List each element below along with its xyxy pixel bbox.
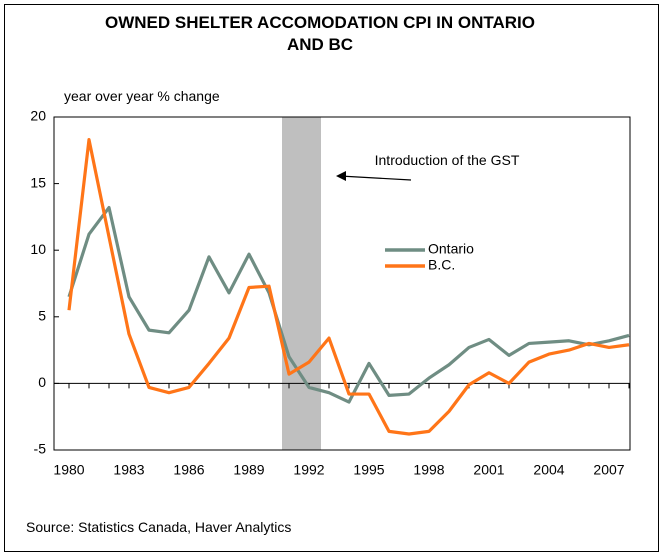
y-tick-label: 20 — [30, 108, 46, 124]
legend-label: Ontario — [428, 241, 474, 257]
source: Source: Statistics Canada, Haver Analyti… — [26, 519, 292, 535]
y-tick-label: -5 — [34, 441, 47, 457]
x-tick-label: 1983 — [113, 462, 144, 478]
x-tick-label: 2001 — [473, 462, 504, 478]
series-line — [67, 205, 630, 404]
x-tick-label: 2007 — [593, 462, 624, 478]
x-tick-label: 1995 — [353, 462, 384, 478]
arrow — [339, 175, 412, 181]
x-tick-label: 1980 — [53, 462, 84, 478]
plot-area — [53, 116, 631, 451]
y-tick-label: 10 — [30, 241, 46, 257]
x-tick-label: 1992 — [293, 462, 324, 478]
series-line — [67, 138, 630, 436]
y-tick-label: 5 — [38, 308, 46, 324]
x-tick-label: 2004 — [533, 462, 564, 478]
x-tick-label: 1989 — [233, 462, 264, 478]
shaded-region — [282, 117, 321, 450]
frame — [4, 4, 659, 552]
y-tick-label: 0 — [38, 374, 46, 390]
chart-title: OWNED SHELTER ACCOMODATION CPI IN ONTARI… — [104, 13, 536, 54]
arrow-head — [336, 171, 346, 181]
y-tick-label: 15 — [30, 174, 46, 190]
annotation: Introduction of the GST — [374, 152, 520, 168]
x-tick-label: 1998 — [413, 462, 444, 478]
x-tick-label: 1986 — [173, 462, 204, 478]
y-axis-label: year over year % change — [64, 88, 220, 104]
legend-label: B.C. — [428, 257, 455, 273]
